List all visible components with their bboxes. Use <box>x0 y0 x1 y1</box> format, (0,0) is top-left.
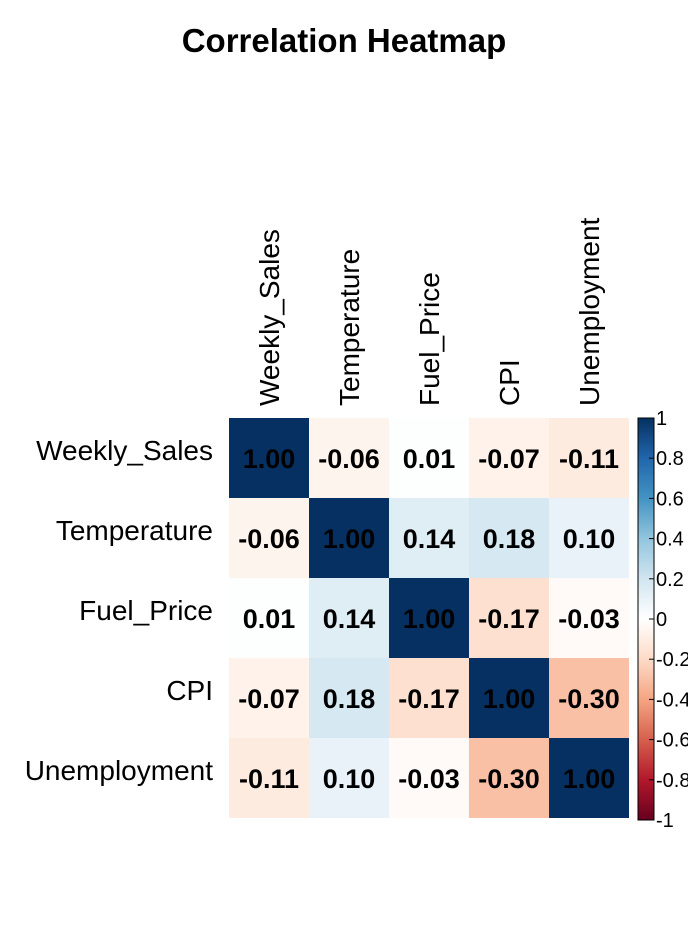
colorbar-tick-label: 1 <box>656 408 667 430</box>
column-label-fuel_price: Fuel_Price <box>414 272 445 406</box>
cell-value-label: 0.01 <box>243 604 296 634</box>
colorbar-tick-label: -0.8 <box>656 770 688 792</box>
heatmap-cell-Temperature-Temperature <box>309 498 389 578</box>
cell-value-label: -0.03 <box>398 764 460 794</box>
colorbar-tick-label: 0.6 <box>656 488 684 510</box>
column-label-cpi: CPI <box>494 359 525 406</box>
heatmap-cell-Unemployment-CPI <box>469 738 549 818</box>
heatmap-cell-Weekly_Sales-Temperature <box>309 418 389 498</box>
column-tick-labels: Weekly_Sales Temperature Fuel_Price CPI Unem… <box>254 217 605 406</box>
cell-value-label: -0.30 <box>478 764 540 794</box>
heatmap-cell-Fuel_Price-Weekly_Sales <box>229 578 309 658</box>
colorbar-tick-label: 0.8 <box>656 448 684 470</box>
heatmap-cell-Unemployment-Unemployment <box>549 738 629 818</box>
heatmap-cell-Temperature-CPI <box>469 498 549 578</box>
cell-value-label: 1.00 <box>323 524 376 554</box>
heatmap-cell-Unemployment-Temperature <box>309 738 389 818</box>
cell-value-label: -0.17 <box>478 604 540 634</box>
heatmap-cell-Weekly_Sales-Fuel_Price <box>389 418 469 498</box>
column-label-unemployment: Unemployment <box>574 217 605 406</box>
colorbar-tick-label: -0.6 <box>656 730 688 752</box>
row-label-cpi: CPI <box>166 675 213 706</box>
heatmap-cells <box>229 418 629 818</box>
heatmap-cell-Temperature-Weekly_Sales <box>229 498 309 578</box>
cell-value-label: 0.10 <box>323 764 376 794</box>
heatmap-cell-Unemployment-Fuel_Price <box>389 738 469 818</box>
heatmap-cell-CPI-CPI <box>469 658 549 738</box>
cell-value-label: 0.01 <box>403 444 456 474</box>
cell-value-label: -0.07 <box>478 444 540 474</box>
cell-value-label: 0.14 <box>403 524 456 554</box>
heatmap-cell-CPI-Weekly_Sales <box>229 658 309 738</box>
colorbar-tick-label: -0.4 <box>656 689 688 711</box>
column-label-temperature: Temperature <box>334 249 365 406</box>
cell-value-label: -0.11 <box>559 444 619 474</box>
colorbar-tick-label: -1 <box>656 810 674 832</box>
cell-value-label: 1.00 <box>483 684 536 714</box>
cell-value-label: 0.18 <box>483 524 536 554</box>
heatmap-cell-Temperature-Unemployment <box>549 498 629 578</box>
cell-value-label: -0.30 <box>558 684 620 714</box>
colorbar-tick-label: 0 <box>656 609 667 631</box>
heatmap-cell-CPI-Temperature <box>309 658 389 738</box>
cell-value-label: 0.14 <box>323 604 376 634</box>
row-label-unemployment: Unemployment <box>25 755 214 786</box>
heatmap-cell-Unemployment-Weekly_Sales <box>229 738 309 818</box>
colorbar: 1 0.8 0.6 0.4 0.2 0 -0.2 -0.4 -0.6 -0.8 -1 <box>637 408 688 832</box>
cell-value-label: -0.03 <box>558 604 620 634</box>
cell-value-label: 0.18 <box>323 684 376 714</box>
chart-title: Correlation Heatmap <box>182 22 507 59</box>
colorbar-tick-label: 0.2 <box>656 569 684 591</box>
heatmap-cell-Weekly_Sales-Unemployment <box>549 418 629 498</box>
heatmap-cell-Fuel_Price-CPI <box>469 578 549 658</box>
cell-value-label: -0.06 <box>318 444 380 474</box>
cell-value-label: 1.00 <box>243 444 296 474</box>
cell-value-label: -0.17 <box>398 684 460 714</box>
cell-value-label: -0.06 <box>238 524 300 554</box>
row-label-temperature: Temperature <box>56 515 213 546</box>
heatmap-cell-labels: 1.00 -0.06 0.01 -0.07 -0.11 -0.06 1.00 0.14 0.18… <box>238 444 620 794</box>
heatmap-cell-CPI-Fuel_Price <box>389 658 469 738</box>
heatmap-cell-Fuel_Price-Temperature <box>309 578 389 658</box>
row-label-fuel_price: Fuel_Price <box>79 595 213 626</box>
cell-value-label: 1.00 <box>563 764 616 794</box>
colorbar-tick-label: -0.2 <box>656 649 688 671</box>
cell-value-label: -0.07 <box>238 684 300 714</box>
heatmap-cell-Fuel_Price-Fuel_Price <box>389 578 469 658</box>
heatmap-cell-Fuel_Price-Unemployment <box>549 578 629 658</box>
heatmap-cell-Weekly_Sales-CPI <box>469 418 549 498</box>
colorbar-tick-label: 0.4 <box>656 529 684 551</box>
cell-value-label: -0.11 <box>239 764 299 794</box>
column-label-weekly_sales: Weekly_Sales <box>254 229 285 406</box>
heatmap-cell-Weekly_Sales-Weekly_Sales <box>229 418 309 498</box>
cell-value-label: 0.10 <box>563 524 616 554</box>
heatmap-cell-Temperature-Fuel_Price <box>389 498 469 578</box>
heatmap-cell-CPI-Unemployment <box>549 658 629 738</box>
cell-value-label: 1.00 <box>403 604 456 634</box>
row-tick-labels: Weekly_Sales Temperature Fuel_Price CPI Unem… <box>25 435 214 786</box>
row-label-weekly_sales: Weekly_Sales <box>36 435 213 466</box>
